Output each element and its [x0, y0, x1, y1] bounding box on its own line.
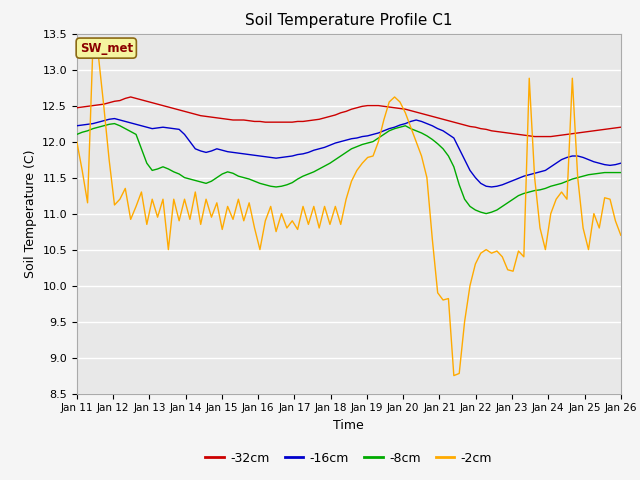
Text: SW_met: SW_met — [80, 42, 133, 55]
Legend: -32cm, -16cm, -8cm, -2cm: -32cm, -16cm, -8cm, -2cm — [200, 447, 497, 469]
X-axis label: Time: Time — [333, 419, 364, 432]
Title: Soil Temperature Profile C1: Soil Temperature Profile C1 — [245, 13, 452, 28]
Y-axis label: Soil Temperature (C): Soil Temperature (C) — [24, 149, 36, 278]
